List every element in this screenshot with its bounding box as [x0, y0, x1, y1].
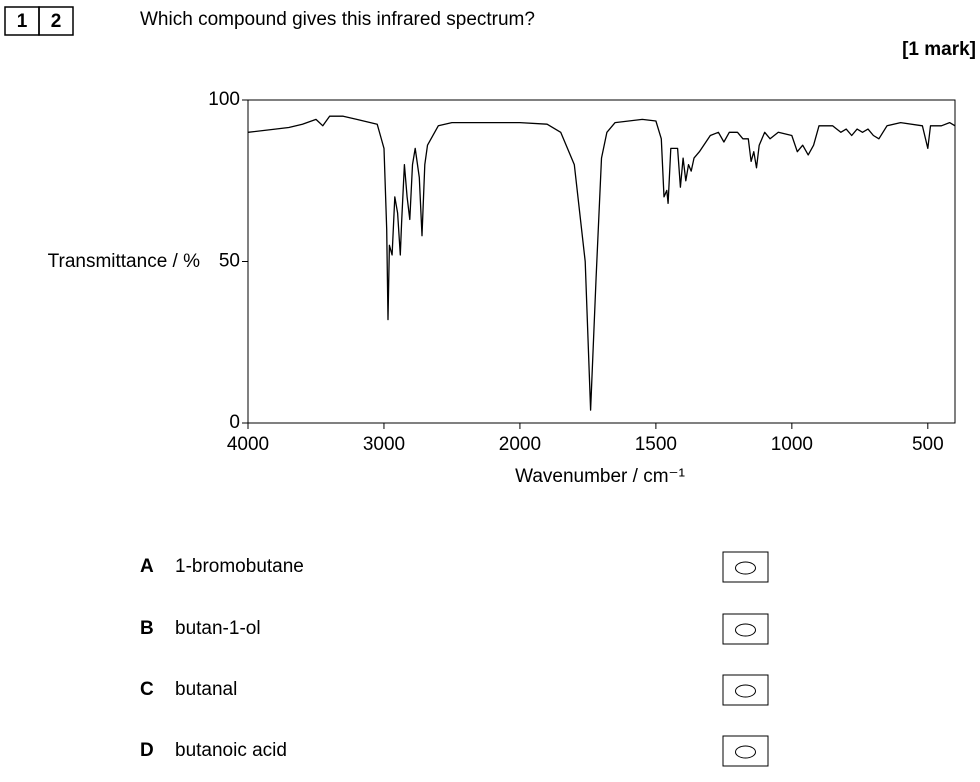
- answer-box[interactable]: [722, 613, 769, 645]
- x-tick-label: 500: [912, 434, 944, 455]
- question-text: Which compound gives this infrared spect…: [140, 9, 535, 30]
- x-tick-label: 2000: [499, 434, 541, 455]
- x-tick-label: 3000: [363, 434, 405, 455]
- option-letter: D: [140, 740, 154, 761]
- option-letter: A: [140, 556, 154, 577]
- y-tick-label: 50: [219, 251, 240, 272]
- question-number-digit: 1: [17, 11, 28, 32]
- answer-box[interactable]: [722, 735, 769, 767]
- answer-oval: [735, 745, 756, 759]
- x-tick-label: 4000: [227, 434, 269, 455]
- x-tick-label: 1500: [635, 434, 677, 455]
- answer-oval: [735, 623, 756, 637]
- y-tick-label: 100: [208, 89, 240, 110]
- y-axis-label: Transmittance / %: [48, 251, 201, 272]
- option-text: butanal: [175, 679, 237, 700]
- option-text: butanoic acid: [175, 740, 287, 761]
- x-tick-label: 1000: [771, 434, 813, 455]
- x-axis-label: Wavenumber / cm⁻¹: [515, 466, 685, 487]
- spectrum-line: [247, 115, 956, 411]
- answer-box[interactable]: [722, 674, 769, 706]
- y-tick-label: 0: [229, 412, 240, 433]
- answer-oval: [735, 684, 756, 698]
- option-text: butan-1-ol: [175, 618, 261, 639]
- answer-box[interactable]: [722, 551, 769, 583]
- question-number-digit: 2: [51, 11, 62, 32]
- option-text: 1-bromobutane: [175, 556, 304, 577]
- answer-oval: [735, 561, 756, 575]
- option-letter: B: [140, 618, 154, 639]
- question-number-box: [38, 6, 74, 36]
- plot-frame: [247, 99, 956, 424]
- mark-allocation: [1 mark]: [902, 39, 976, 60]
- option-letter: C: [140, 679, 154, 700]
